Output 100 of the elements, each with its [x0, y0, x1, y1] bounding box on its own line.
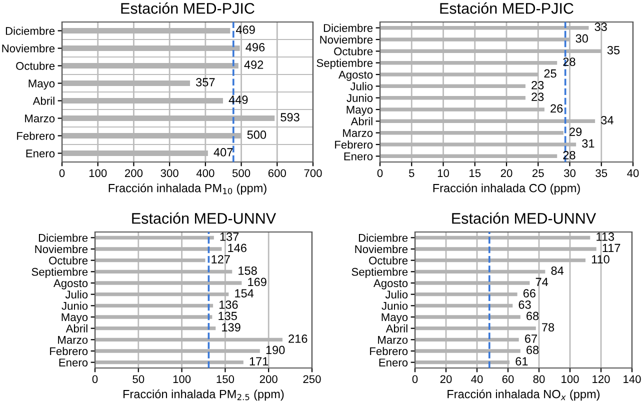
data-label: 190: [266, 346, 285, 354]
y-tick-label: Diciembre: [6, 26, 55, 35]
x-tick-label: 35: [596, 169, 608, 178]
y-tick-label: Agosto: [53, 279, 88, 290]
y-tick-label: Abril: [386, 324, 408, 332]
y-tick-label: Noviembre: [2, 44, 55, 52]
y-tick-label: Septiembre: [352, 268, 408, 278]
data-label: 63: [518, 300, 531, 309]
y-tick-label: Julio: [350, 82, 373, 90]
data-label: 67: [525, 334, 537, 343]
data-label: 492: [244, 60, 264, 69]
chart-title: Estación MED-PJIC: [440, 2, 574, 14]
x-axis-title: Fracción inhalada PM$_{2.5}$ (ppm): [123, 389, 284, 401]
data-label: 158: [238, 266, 257, 275]
x-axis-title: Fracción inhalada PM$_{10}$ (ppm): [108, 183, 266, 195]
x-tick-label: 0: [412, 375, 418, 384]
y-tick-label: Mayo: [28, 80, 55, 90]
x-tick-label: 400: [196, 169, 214, 178]
data-label: 25: [544, 69, 556, 78]
x-tick-label: 200: [260, 375, 278, 384]
chart-title: Estación MED-PJIC: [121, 2, 254, 14]
x-tick-label: 20: [440, 375, 452, 384]
data-label: 35: [607, 46, 620, 54]
y-tick-label: Marzo: [378, 336, 408, 344]
data-label: 135: [218, 312, 237, 320]
data-label: 61: [516, 357, 528, 366]
x-tick-label: 30: [564, 169, 576, 178]
data-label: 31: [582, 139, 594, 148]
y-tick-label: Enero: [26, 150, 55, 158]
y-tick-label: Enero: [59, 358, 88, 366]
x-tick-label: 100: [562, 375, 579, 384]
x-tick-label: 140: [624, 375, 641, 384]
data-label: 127: [212, 255, 230, 264]
x-tick-label: 100: [89, 169, 107, 178]
y-tick-label: Octubre: [16, 62, 55, 70]
x-tick-label: 300: [160, 169, 178, 178]
x-tick-label: 40: [627, 169, 639, 178]
chart-title: Estación MED-UNNV: [452, 212, 596, 224]
x-tick-label: 700: [304, 169, 322, 178]
chart-title: Estación MED-UNNV: [132, 212, 276, 224]
y-tick-label: Noviembre: [355, 244, 408, 254]
data-label: 74: [536, 278, 548, 286]
x-axis-title: Fracción inhalada CO (ppm): [433, 183, 580, 195]
y-tick-label: Febrero: [17, 132, 55, 140]
y-tick-label: Mayo: [382, 313, 408, 324]
data-label: 23: [532, 80, 544, 90]
data-label: 407: [214, 148, 233, 156]
data-label: 500: [247, 130, 266, 139]
y-tick-label: Diciembre: [38, 234, 88, 242]
data-label: 66: [523, 289, 536, 298]
y-tick-label: Septiembre: [316, 58, 373, 70]
data-label: 169: [248, 278, 266, 286]
x-tick-label: 0: [59, 169, 65, 178]
x-tick-label: 80: [533, 375, 545, 384]
x-tick-label: 200: [125, 169, 143, 178]
data-label: 139: [222, 323, 240, 332]
y-tick-label: Julio: [385, 290, 408, 298]
y-tick-label: Julio: [65, 290, 88, 298]
y-tick-label: Febrero: [50, 346, 88, 356]
y-tick-label: Mayo: [346, 106, 373, 116]
x-axis-title: Fracción inhalada NO$_{x}$ (ppm): [448, 389, 600, 401]
x-tick-label: 50: [132, 375, 144, 384]
data-label: 146: [228, 244, 246, 252]
y-tick-label: Septiembre: [32, 268, 88, 278]
y-tick-label: Enero: [379, 358, 408, 366]
y-tick-label: Enero: [344, 152, 373, 160]
x-tick-label: 5: [408, 169, 414, 178]
y-tick-label: Noviembre: [35, 244, 88, 254]
x-tick-label: 120: [592, 375, 610, 384]
x-tick-label: 0: [92, 375, 98, 384]
data-label: 357: [196, 78, 215, 86]
x-tick-label: 100: [173, 375, 191, 384]
x-tick-label: 250: [303, 375, 321, 384]
y-tick-label: Agosto: [373, 279, 408, 290]
y-tick-label: Noviembre: [320, 35, 373, 44]
x-tick-label: 600: [268, 169, 286, 178]
data-label: 68: [526, 346, 539, 354]
x-tick-label: 60: [502, 375, 514, 384]
y-tick-label: Febrero: [335, 140, 373, 149]
y-tick-label: Abril: [32, 96, 54, 105]
y-tick-label: Febrero: [370, 346, 408, 356]
x-tick-label: 25: [532, 169, 544, 178]
data-label: 110: [592, 255, 610, 264]
y-tick-label: Marzo: [343, 129, 373, 137]
data-label: 117: [602, 244, 620, 252]
data-label: 154: [235, 289, 254, 298]
y-tick-label: Diciembre: [324, 24, 373, 32]
y-tick-label: Marzo: [25, 114, 55, 122]
x-tick-label: 15: [470, 169, 481, 178]
data-label: 593: [280, 113, 300, 122]
data-label: 26: [550, 104, 563, 113]
data-label: 23: [532, 92, 544, 101]
y-tick-label: Junio: [382, 302, 408, 310]
y-tick-label: Abril: [350, 117, 372, 126]
data-label: 33: [594, 22, 607, 31]
data-label: 216: [288, 334, 308, 343]
data-label: 137: [220, 232, 239, 241]
data-label: 496: [246, 43, 265, 52]
data-label: 29: [570, 128, 582, 136]
data-label: 30: [576, 34, 588, 43]
